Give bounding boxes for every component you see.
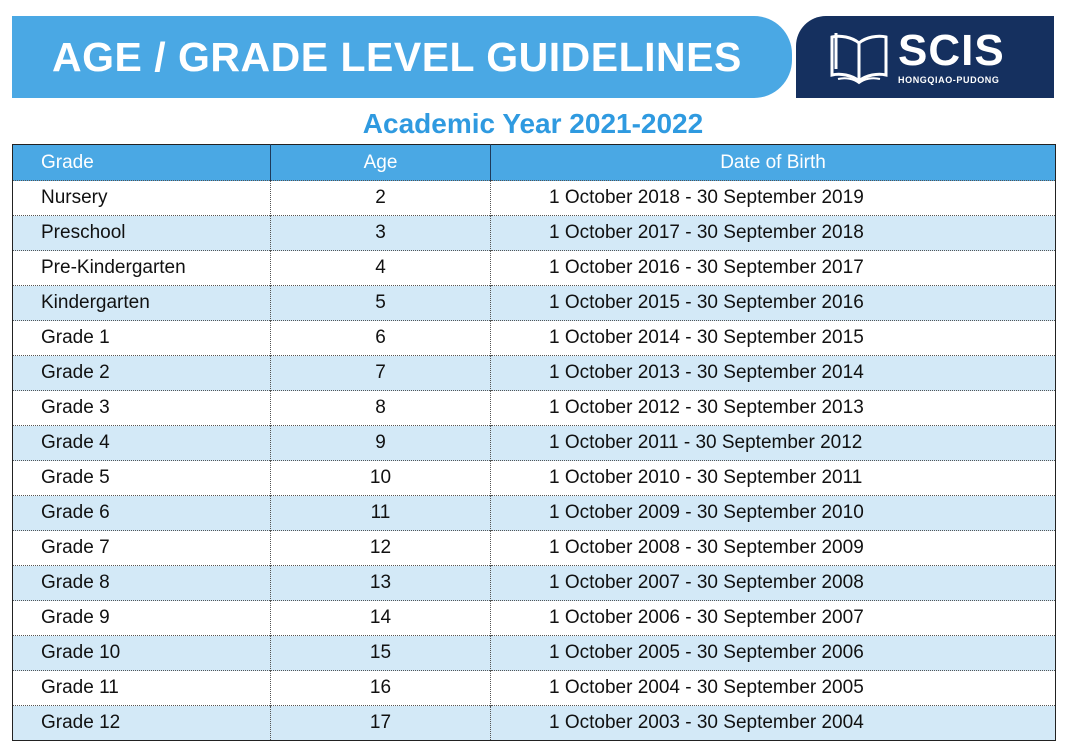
cell-grade: Grade 2 [12,355,271,391]
table-row: Grade 5 10 1 October 2010 - 30 September 2… [12,460,1056,496]
logo-wordmark: SCIS [898,25,1005,75]
table-header-row: Grade Age Date of Birth [12,144,1056,181]
cell-grade: Grade 1 [12,320,271,356]
cell-age: 2 [270,180,491,216]
cell-grade: Nursery [12,180,271,216]
table-row: Grade 10 15 1 October 2005 - 30 September … [12,635,1056,671]
cell-date-of-birth: 1 October 2010 - 30 September 2011 [490,460,1056,496]
cell-grade: Grade 8 [12,565,271,601]
cell-date-of-birth: 1 October 2007 - 30 September 2008 [490,565,1056,601]
cell-date-of-birth: 1 October 2006 - 30 September 2007 [490,600,1056,636]
logo-subtext: HONGQIAO-PUDONG [898,74,1000,85]
cell-grade: Grade 3 [12,390,271,426]
cell-age: 5 [270,285,491,321]
cell-age: 6 [270,320,491,356]
cell-age: 17 [270,705,491,741]
cell-age: 11 [270,495,491,531]
title-banner: AGE / GRADE LEVEL GUIDELINES [12,16,792,98]
column-header-grade: Grade [12,144,271,181]
cell-age: 14 [270,600,491,636]
cell-age: 10 [270,460,491,496]
cell-grade: Grade 9 [12,600,271,636]
cell-grade: Kindergarten [12,285,271,321]
table-row: Grade 6 11 1 October 2009 - 30 September 2… [12,495,1056,531]
table-row: Grade 8 13 1 October 2007 - 30 September 2… [12,565,1056,601]
cell-grade: Grade 10 [12,635,271,671]
cell-date-of-birth: 1 October 2014 - 30 September 2015 [490,320,1056,356]
cell-age: 3 [270,215,491,251]
cell-grade: Grade 6 [12,495,271,531]
cell-date-of-birth: 1 October 2013 - 30 September 2014 [490,355,1056,391]
cell-age: 8 [270,390,491,426]
column-header-age: Age [270,144,491,181]
age-grade-table: Grade Age Date of Birth Nursery 2 1 Octobe… [12,144,1056,741]
cell-age: 15 [270,635,491,671]
cell-date-of-birth: 1 October 2017 - 30 September 2018 [490,215,1056,251]
open-book-icon [830,33,888,85]
cell-grade: Grade 11 [12,670,271,706]
cell-date-of-birth: 1 October 2016 - 30 September 2017 [490,250,1056,286]
cell-grade: Grade 12 [12,705,271,741]
table-row: Grade 11 16 1 October 2004 - 30 September … [12,670,1056,706]
table-row: Kindergarten 5 1 October 2015 - 30 Septemb… [12,285,1056,321]
cell-date-of-birth: 1 October 2008 - 30 September 2009 [490,530,1056,566]
cell-age: 4 [270,250,491,286]
cell-grade: Pre-Kindergarten [12,250,271,286]
cell-date-of-birth: 1 October 2012 - 30 September 2013 [490,390,1056,426]
cell-grade: Preschool [12,215,271,251]
cell-date-of-birth: 1 October 2004 - 30 September 2005 [490,670,1056,706]
table-row: Preschool 3 1 October 2017 - 30 September … [12,215,1056,251]
table-row: Grade 12 17 1 October 2003 - 30 September … [12,705,1056,741]
cell-age: 9 [270,425,491,461]
table-row: Pre-Kindergarten 4 1 October 2016 - 30 Sep… [12,250,1056,286]
cell-age: 12 [270,530,491,566]
cell-grade: Grade 7 [12,530,271,566]
cell-date-of-birth: 1 October 2005 - 30 September 2006 [490,635,1056,671]
academic-year-subtitle: Academic Year 2021-2022 [362,108,704,139]
cell-grade: Grade 4 [12,425,271,461]
cell-date-of-birth: 1 October 2003 - 30 September 2004 [490,705,1056,741]
table-row: Grade 9 14 1 October 2006 - 30 September 2… [12,600,1056,636]
table-row: Nursery 2 1 October 2018 - 30 September 20… [12,180,1056,216]
table-body: Nursery 2 1 October 2018 - 30 September 20… [12,180,1056,741]
cell-age: 13 [270,565,491,601]
cell-date-of-birth: 1 October 2015 - 30 September 2016 [490,285,1056,321]
table-row: Grade 7 12 1 October 2008 - 30 September 2… [12,530,1056,566]
cell-date-of-birth: 1 October 2009 - 30 September 2010 [490,495,1056,531]
cell-age: 7 [270,355,491,391]
cell-date-of-birth: 1 October 2011 - 30 September 2012 [490,425,1056,461]
page-title: AGE / GRADE LEVEL GUIDELINES [52,33,742,80]
column-header-date-of-birth: Date of Birth [490,144,1056,181]
cell-date-of-birth: 1 October 2018 - 30 September 2019 [490,180,1056,216]
cell-age: 16 [270,670,491,706]
school-logo: SCIS HONGQIAO-PUDONG [796,16,1054,98]
cell-grade: Grade 5 [12,460,271,496]
